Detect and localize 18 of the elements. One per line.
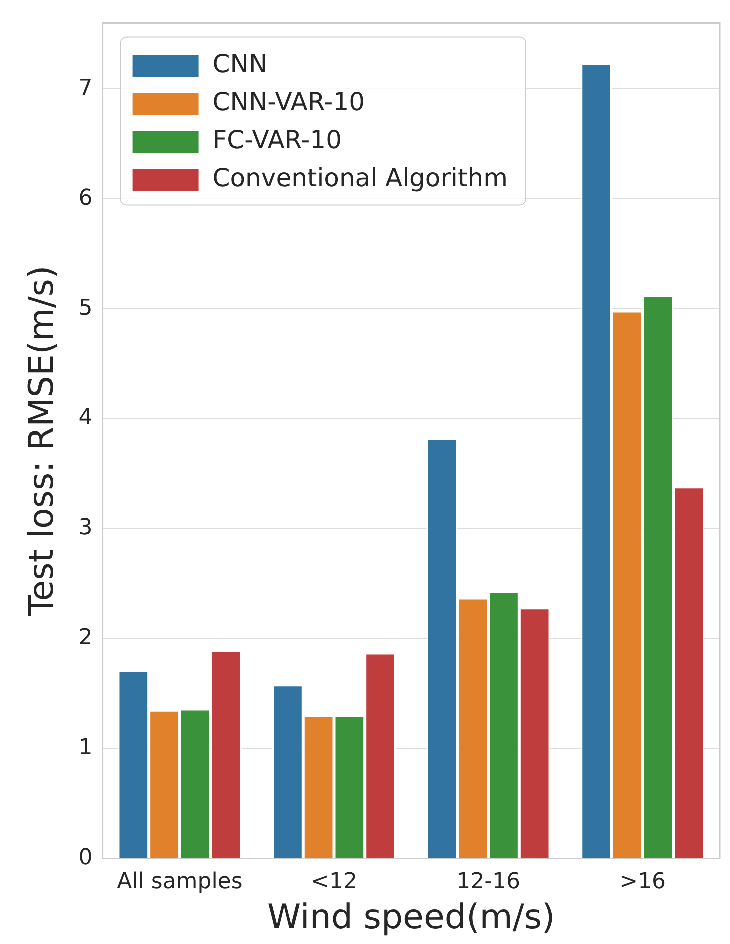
x-tick-label: All samples <box>117 870 243 895</box>
legend-label: CNN <box>212 50 268 79</box>
legend-label: CNN-VAR-10 <box>212 88 366 117</box>
legend-label: Conventional Algorithm <box>212 164 508 193</box>
y-tick-label: 0 <box>78 846 93 871</box>
x-tick-label: >16 <box>620 870 666 895</box>
y-tick-label: 5 <box>78 296 93 321</box>
legend-label: FC-VAR-10 <box>212 126 342 155</box>
x-tick-label: 12-16 <box>456 870 521 895</box>
y-axis-title: Test loss: RMSE(m/s) <box>22 266 62 618</box>
y-tick-label: 4 <box>78 406 93 431</box>
y-tick-label: 7 <box>78 76 93 101</box>
x-axis-title: Wind speed(m/s) <box>268 897 556 938</box>
y-tick-label: 2 <box>78 626 93 651</box>
y-tick-label: 1 <box>78 736 93 761</box>
y-tick-label: 3 <box>78 516 93 541</box>
y-tick-label: 6 <box>78 186 93 211</box>
x-tick-label: <12 <box>311 870 358 895</box>
